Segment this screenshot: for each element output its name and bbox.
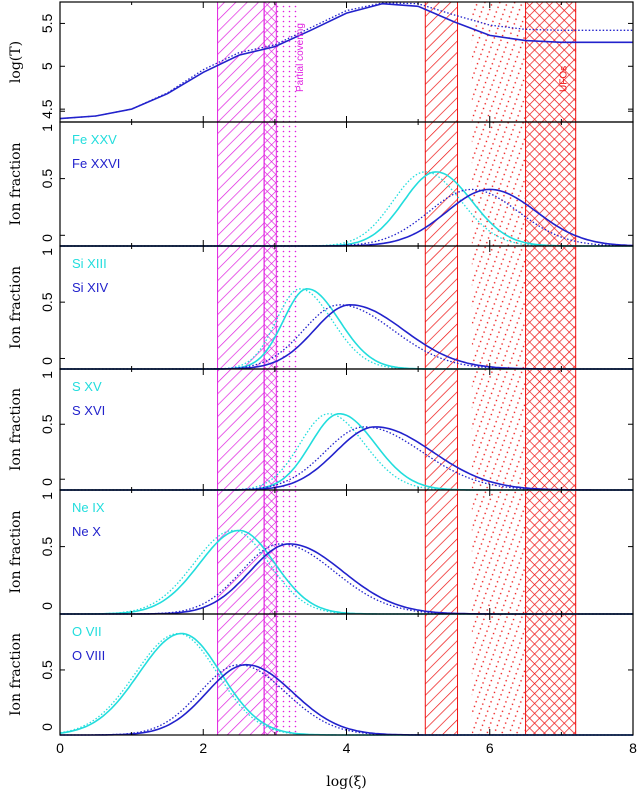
y-axis-label-2: Ion fraction xyxy=(8,266,24,349)
y-tick-label: 1 xyxy=(39,124,55,132)
y-tick-label: 1 xyxy=(39,492,55,500)
ion-label-5-0: O VII xyxy=(72,624,102,639)
ion-label-4-1: Ne X xyxy=(72,524,101,539)
y-tick-label: 0.5 xyxy=(39,169,55,189)
y-axis-label-0: log(T) xyxy=(8,41,24,83)
ion-label-1-0: Fe XXV xyxy=(72,132,117,147)
ion-label-1-1: Fe XXVI xyxy=(72,156,120,171)
y-tick-label: 0.5 xyxy=(39,660,55,680)
ion-label-3-1: S XVI xyxy=(72,403,105,418)
ion-label-2-1: Si XIV xyxy=(72,280,108,295)
y-axis-label-3: Ion fraction xyxy=(8,388,24,471)
ion-label-5-1: O VIII xyxy=(72,648,105,663)
x-tick-label: 4 xyxy=(343,740,351,756)
y-tick-label: 0 xyxy=(39,723,55,731)
y-tick-label: 0 xyxy=(39,602,55,610)
y-tick-label: 0.5 xyxy=(39,414,55,434)
x-tick-label: 0 xyxy=(56,740,64,756)
x-tick-label: 8 xyxy=(629,740,637,756)
ion-label-3-0: S XV xyxy=(72,379,102,394)
y-tick-label: 0 xyxy=(39,478,55,486)
y-tick-label: 0 xyxy=(39,234,55,242)
y-tick-label: 1 xyxy=(39,371,55,379)
y-tick-label: 5.5 xyxy=(39,13,55,33)
chart-text: Partial covering UFOs 5.5 5 4.5 log(T) 1 0.5 0 Io… xyxy=(8,13,637,790)
y-tick-label: 4.5 xyxy=(39,99,55,119)
x-tick-label: 6 xyxy=(486,740,494,756)
x-tick-label: 2 xyxy=(199,740,207,756)
x-axis-label: log(ξ) xyxy=(326,774,367,790)
series-line-0-1 xyxy=(59,2,633,120)
y-tick-label: 0.5 xyxy=(39,537,55,557)
ion-label-4-0: Ne IX xyxy=(72,500,105,515)
y-axis-label-4: Ion fraction xyxy=(8,510,24,593)
y-tick-label: 5 xyxy=(39,62,55,70)
y-tick-label: 0 xyxy=(39,357,55,365)
ion-label-2-0: Si XIII xyxy=(72,256,107,271)
y-tick-label: 1 xyxy=(39,248,55,256)
ufos-label: UFOs xyxy=(559,66,570,92)
partial-covering-label: Partial covering xyxy=(295,23,306,92)
axes-frame xyxy=(59,1,634,736)
y-axis-label-1: Ion fraction xyxy=(8,142,24,225)
y-tick-label: 0.5 xyxy=(39,292,55,312)
y-axis-label-5: Ion fraction xyxy=(8,633,24,716)
